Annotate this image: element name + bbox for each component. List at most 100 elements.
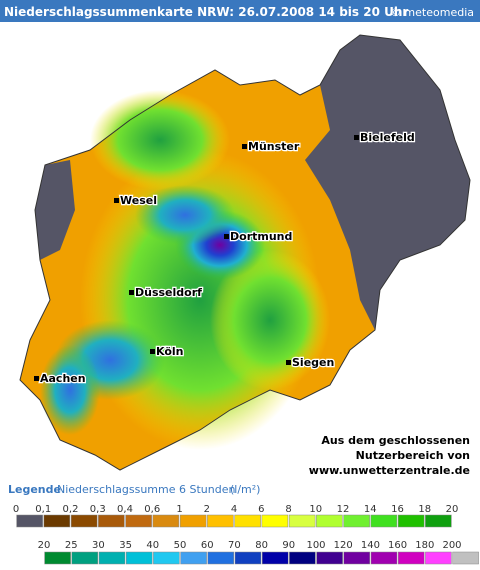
legend-swatch <box>44 551 71 565</box>
legend-label: 50 <box>174 540 187 551</box>
note-line: Nutzerbereich von <box>356 449 470 462</box>
legend-swatch <box>425 551 452 565</box>
legend-label: 10 <box>309 504 322 515</box>
legend-unit: (l/m²) <box>230 483 260 496</box>
legend-label: 0 <box>13 504 19 515</box>
legend-label: 1 <box>176 504 182 515</box>
legend-subtitle: Niederschlagssumme 6 Stunden <box>57 483 235 496</box>
city-label: Dortmund <box>230 230 292 243</box>
legend-label: 70 <box>228 540 241 551</box>
city-marker <box>34 376 39 381</box>
city-marker <box>354 135 359 140</box>
city-marker <box>114 198 119 203</box>
legend-label: 0,1 <box>35 504 51 515</box>
legend-label: 180 <box>415 540 434 551</box>
border <box>19 34 471 471</box>
legend-label: 0,4 <box>117 504 133 515</box>
legend-swatch <box>98 514 125 528</box>
legend-swatch <box>207 514 234 528</box>
rain-area <box>90 90 230 190</box>
legend-label: 14 <box>364 504 377 515</box>
cities: Münster Bielefeld Wesel Dortmund Düsseldorf K… <box>34 130 416 386</box>
legend-label: 20 <box>446 504 459 515</box>
map <box>19 34 471 471</box>
legend-swatch <box>234 551 262 565</box>
legend-label: 140 <box>361 540 380 551</box>
city-label: Wesel <box>120 194 157 207</box>
legend-label: 2 <box>204 504 210 515</box>
legend-label: 25 <box>65 540 78 551</box>
legend-label: 60 <box>201 540 214 551</box>
city-label: Münster <box>248 140 300 153</box>
legend-label: 4 <box>231 504 237 515</box>
legend-swatch <box>153 551 180 565</box>
legend-swatch <box>180 551 207 565</box>
legend-swatch <box>98 551 126 565</box>
legend-swatch <box>452 551 479 565</box>
rain-area <box>210 250 330 390</box>
city-label: Düsseldorf <box>135 286 202 299</box>
note-line: Aus dem geschlossenen <box>321 434 470 447</box>
legend-label: 20 <box>38 540 51 551</box>
city-label: Köln <box>156 345 184 358</box>
legend-label: 35 <box>119 540 132 551</box>
legend-label: 16 <box>391 504 404 515</box>
legend-swatch <box>43 514 71 528</box>
legend-swatch <box>234 514 261 528</box>
legend-swatch <box>125 514 152 528</box>
legend-swatch <box>152 514 180 528</box>
legend-swatch <box>261 514 289 528</box>
legend-label: 40 <box>146 540 159 551</box>
header-brand[interactable]: © meteomedia <box>390 6 474 19</box>
legend-label: 8 <box>285 504 291 515</box>
rain-core <box>135 185 235 245</box>
legend-label: 0,3 <box>90 504 106 515</box>
city-marker <box>242 144 247 149</box>
legend-label: 160 <box>388 540 407 551</box>
legend-swatch <box>70 514 98 528</box>
city-marker <box>150 349 155 354</box>
city-label: Aachen <box>40 372 86 385</box>
legend-label: 6 <box>258 504 264 515</box>
city-label: Bielefeld <box>360 131 415 144</box>
header-bar <box>0 0 480 22</box>
legend-label: 200 <box>442 540 461 551</box>
legend-swatch <box>289 551 316 565</box>
legend-swatch <box>370 514 398 528</box>
legend-label: 120 <box>334 540 353 551</box>
note: Aus dem geschlossenen Nutzerbereich von ww… <box>309 434 470 477</box>
legend-swatch <box>16 514 43 528</box>
region-nodata <box>35 160 75 260</box>
header-title: Niederschlagssummenkarte NRW: 26.07.2008… <box>4 5 408 19</box>
legend-swatch <box>316 551 343 565</box>
legend-swatch <box>343 514 370 528</box>
legend-swatch <box>71 551 99 565</box>
legend-swatch <box>261 551 289 565</box>
city-marker <box>224 234 229 239</box>
city-marker <box>286 360 291 365</box>
note-line: www.unwetterzentrale.de <box>309 464 470 477</box>
legend-swatch <box>370 551 398 565</box>
legend-swatch <box>125 551 153 565</box>
legend-label: 0,2 <box>63 504 79 515</box>
region-nodata <box>305 35 470 330</box>
legend-swatch <box>288 514 316 528</box>
legend-swatch <box>397 514 425 528</box>
legend-swatch <box>207 551 235 565</box>
legend-title: Legende <box>8 483 61 496</box>
legend-label: 12 <box>337 504 350 515</box>
city-label: Siegen <box>292 356 334 369</box>
legend-swatch <box>425 514 452 528</box>
legend-label: 90 <box>282 540 295 551</box>
legend-swatch <box>179 514 207 528</box>
city-marker <box>129 290 134 295</box>
legend-swatch <box>316 514 343 528</box>
legend-label: 100 <box>306 540 325 551</box>
legend-swatch <box>343 551 371 565</box>
legend-label: 18 <box>418 504 431 515</box>
legend-label: 30 <box>92 540 105 551</box>
legend-label: 80 <box>255 540 268 551</box>
